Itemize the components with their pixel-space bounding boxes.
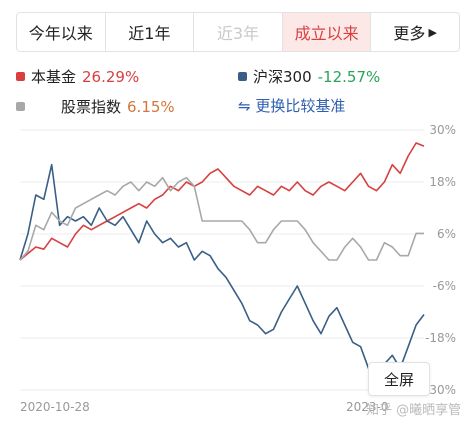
legend-stock-index-value: 6.15% [127,97,175,116]
y-tick-label: -30% [425,383,456,397]
change-benchmark-link[interactable]: ⇋ 更换比较基准 [238,97,346,115]
tab-3y[interactable]: 近3年 [194,13,283,51]
y-tick-labels: 30% 18% 6% -6% -18% -30% [425,123,456,397]
y-tick-label: 30% [429,123,456,137]
tab-since-inception[interactable]: 成立以来 [282,13,372,51]
triangle-right-icon: ▶ [428,25,437,39]
fund-swatch [16,72,25,81]
period-tabs: 今年以来 近1年 近3年 成立以来 更多 ▶ [16,12,460,52]
tab-1y[interactable]: 近1年 [105,13,195,51]
legend-hs300-value: -12.57% [317,67,381,86]
y-tick-label: -18% [425,331,456,345]
series-line-1 [19,163,425,383]
legend-fund-value: 26.29% [82,67,140,86]
tab-ytd[interactable]: 今年以来 [17,13,106,51]
legend-hs300-label: 沪深300 [253,68,312,86]
x-start-label: 2020-10-28 [20,400,90,414]
y-tick-label: 18% [429,175,456,189]
watermark: 知乎 @曦晒享管 [366,403,462,418]
series-lines [19,142,425,383]
series-line-0 [19,142,425,261]
legend-fund-label: 本基金 [31,68,77,86]
legend-fund: 本基金 26.29% [16,66,139,87]
stock-index-swatch [16,102,25,111]
y-tick-label: -6% [433,279,456,293]
tab-more-label: 更多 [393,24,426,43]
grid [20,129,424,391]
tab-more[interactable]: 更多 ▶ [371,13,459,51]
legend-hs300: 沪深300 -12.57% [238,66,380,87]
hs300-swatch [238,72,247,81]
series-line-2 [19,176,424,261]
x-end-label: 2023-0 [346,400,389,414]
y-tick-label: 6% [437,227,456,241]
legend-stock-index-label: 股票指数 [61,98,122,116]
legend-stock-index: 股票指数 6.15% [16,96,175,117]
fullscreen-button[interactable]: 全屏 [368,362,430,396]
